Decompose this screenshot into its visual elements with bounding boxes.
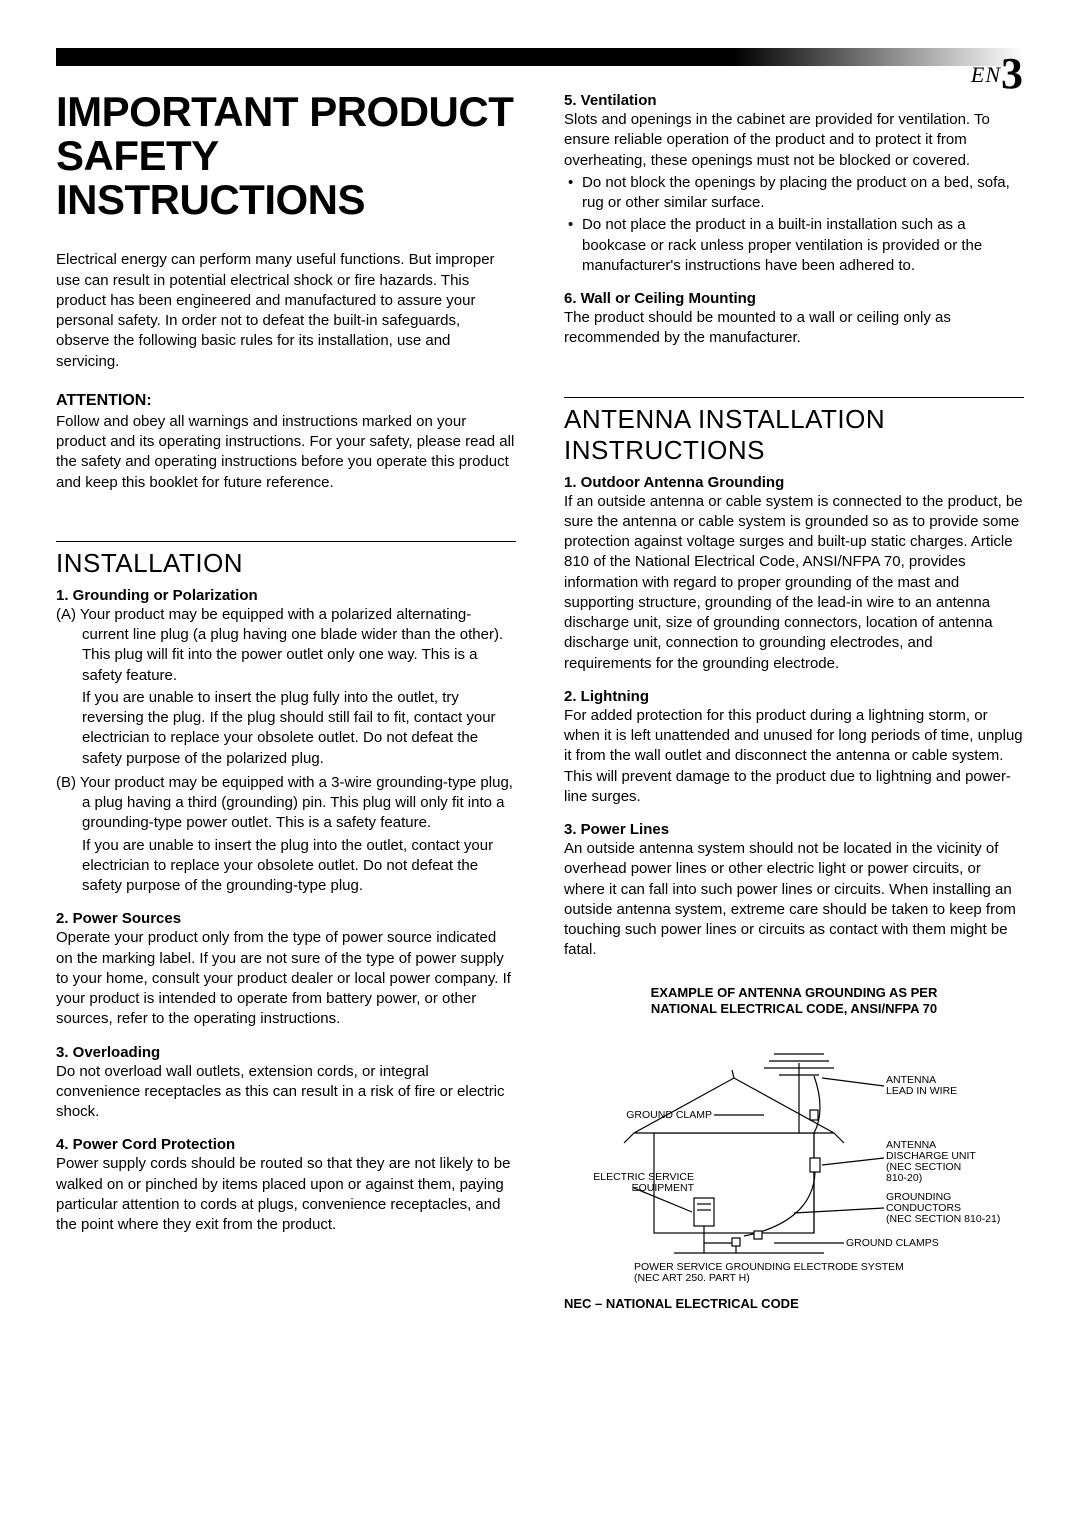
item-heading: 6. Wall or Ceiling Mounting (564, 290, 1024, 307)
installation-title: INSTALLATION (56, 548, 516, 579)
item-heading: 2. Power Sources (56, 910, 516, 927)
diagram-title-line1: EXAMPLE OF ANTENNA GROUNDING AS PER (651, 985, 938, 1000)
item-body: Slots and openings in the cabinet are pr… (564, 110, 1024, 171)
sub-label: (B) (56, 774, 76, 791)
label-electrode-system: POWER SERVICE GROUNDING ELECTRODE SYSTEM… (634, 1261, 904, 1284)
main-title: IMPORTANT PRODUCT SAFETY INSTRUCTIONS (56, 90, 516, 222)
sub-text: Your product may be equipped with a pola… (80, 606, 503, 684)
item-body: If an outside antenna or cable system is… (564, 492, 1024, 674)
ventilation-bullets: Do not block the openings by placing the… (564, 173, 1024, 276)
grounding-diagram-svg: ANTENNALEAD IN WIRE GROUND CLAMP ANTENNA… (564, 1028, 1024, 1288)
sub-cont: If you are unable to insert the plug int… (82, 836, 516, 897)
right-column: 5. Ventilation Slots and openings in the… (564, 90, 1024, 1311)
label-discharge-unit: ANTENNADISCHARGE UNIT(NEC SECTION810-20) (886, 1139, 976, 1184)
item-heading: 3. Overloading (56, 1044, 516, 1061)
attention-heading: ATTENTION: (56, 392, 516, 410)
antenna-title: ANTENNA INSTALLATION INSTRUCTIONS (564, 404, 1024, 466)
antenna-diagram: EXAMPLE OF ANTENNA GROUNDING AS PER NATI… (564, 985, 1024, 1312)
label-ground-clamp-top: GROUND CLAMP (626, 1109, 712, 1121)
item-body: An outside antenna system should not be … (564, 839, 1024, 961)
item-body: For added protection for this product du… (564, 706, 1024, 807)
left-column: IMPORTANT PRODUCT SAFETY INSTRUCTIONS El… (56, 90, 516, 1311)
diagram-title: EXAMPLE OF ANTENNA GROUNDING AS PER NATI… (564, 985, 1024, 1019)
bullet-item: Do not block the openings by placing the… (582, 173, 1024, 214)
label-grounding-conductors: GROUNDINGCONDUCTORS(NEC SECTION 810-21) (886, 1191, 1000, 1225)
item-body: Operate your product only from the type … (56, 928, 516, 1029)
page-number: 3 (1001, 49, 1024, 98)
item-sub-b: (B) Your product may be equipped with a … (56, 773, 516, 897)
sub-cont: If you are unable to insert the plug ful… (82, 688, 516, 769)
diagram-footer: NEC – NATIONAL ELECTRICAL CODE (564, 1296, 1024, 1311)
section-divider (564, 397, 1024, 398)
item-body: The product should be mounted to a wall … (564, 308, 1024, 349)
item-heading: 2. Lightning (564, 688, 1024, 705)
item-heading: 1. Outdoor Antenna Grounding (564, 474, 1024, 491)
header-gradient-bar (56, 48, 1024, 66)
item-heading: 4. Power Cord Protection (56, 1136, 516, 1153)
page-lang: EN (971, 62, 1001, 87)
item-heading: 3. Power Lines (564, 821, 1024, 838)
item-sub-a: (A) Your product may be equipped with a … (56, 605, 516, 769)
item-body: Power supply cords should be routed so t… (56, 1154, 516, 1235)
diagram-title-line2: NATIONAL ELECTRICAL CODE, ANSI/NFPA 70 (651, 1001, 937, 1016)
item-body: Do not overload wall outlets, extension … (56, 1062, 516, 1123)
intro-paragraph: Electrical energy can perform many usefu… (56, 250, 516, 372)
section-divider (56, 541, 516, 542)
label-ground-clamps: GROUND CLAMPS (846, 1237, 939, 1249)
sub-text: Your product may be equipped with a 3-wi… (80, 774, 513, 832)
label-electric-service: ELECTRIC SERVICEEQUIPMENT (593, 1171, 694, 1194)
sub-label: (A) (56, 606, 76, 623)
item-heading: 1. Grounding or Polarization (56, 587, 516, 604)
label-antenna-lead: ANTENNALEAD IN WIRE (886, 1074, 957, 1097)
attention-body: Follow and obey all warnings and instruc… (56, 412, 516, 493)
bullet-item: Do not place the product in a built-in i… (582, 215, 1024, 276)
item-heading: 5. Ventilation (564, 92, 1024, 109)
page-number-label: EN3 (971, 48, 1024, 99)
